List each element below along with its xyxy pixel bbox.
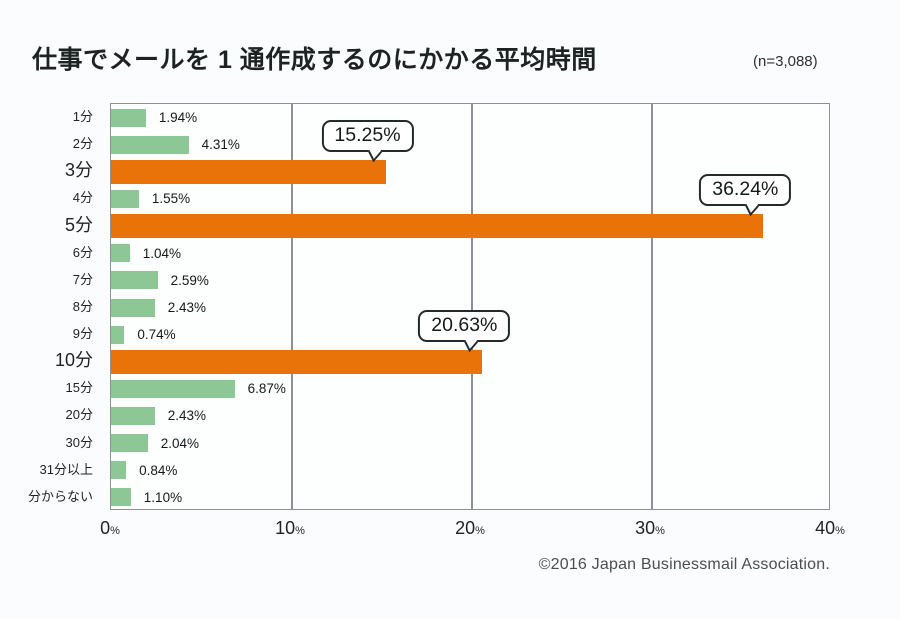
bar <box>111 434 148 453</box>
bar <box>111 108 146 127</box>
bar <box>111 488 131 507</box>
x-tick-number: 30 <box>635 518 656 538</box>
bar-highlighted <box>111 349 483 374</box>
bar <box>111 135 189 154</box>
x-tick-label: 40% <box>815 518 845 539</box>
x-tick-label: 0% <box>100 518 120 539</box>
bar-value-label: 1.55% <box>151 191 191 207</box>
category-label: 5分 <box>64 214 93 235</box>
x-tick-label: 10% <box>275 518 305 539</box>
x-tick-number: 40 <box>815 518 836 538</box>
bar <box>111 325 125 344</box>
bar-value-label: 2.43% <box>167 299 207 315</box>
x-tick-suffix: % <box>835 525 845 537</box>
bar <box>111 461 127 480</box>
category-label: 10分 <box>54 350 93 371</box>
x-tick-number: 0 <box>100 518 111 538</box>
x-tick-label: 20% <box>455 518 485 539</box>
category-label: 6分 <box>72 244 93 260</box>
gridline-10 <box>291 104 293 509</box>
plot-area: 1.94% 4.31% 15.25% 1.55% 36.24% 1.04% 2.59% 2.4… <box>110 103 830 510</box>
category-label: 4分 <box>72 190 93 206</box>
bar <box>111 189 139 208</box>
bar <box>111 407 155 426</box>
category-label: 分からない <box>27 488 93 504</box>
callout-value: 15.25% <box>334 123 401 146</box>
bar-highlighted <box>111 159 386 184</box>
category-label: 1分 <box>72 109 93 124</box>
x-tick-number: 10 <box>275 518 296 538</box>
bar-value-label: 2.43% <box>167 408 207 424</box>
bar-value-label: 1.10% <box>143 489 183 505</box>
callout-bubble: 36.24% <box>699 174 792 217</box>
callout-bubble: 20.63% <box>418 309 511 352</box>
bar-value-label: 2.59% <box>170 272 209 288</box>
callout-value: 36.24% <box>712 178 779 201</box>
category-labels: 1分 2分 3分 4分 5分 6分 7分 8分 9分 10分 15分 20分 30分 31分以上分からない <box>0 103 102 510</box>
x-tick-number: 20 <box>455 518 476 538</box>
bar-value-label: 1.94% <box>158 110 198 125</box>
bar <box>111 298 155 317</box>
category-label: 15分 <box>65 380 93 396</box>
bar <box>111 379 235 398</box>
category-label: 7分 <box>72 271 93 287</box>
bar-value-label: 0.74% <box>137 327 176 343</box>
sample-size-label: (n=3,088) <box>753 53 818 70</box>
category-label: 9分 <box>72 326 93 342</box>
x-tick-label: 30% <box>635 518 665 539</box>
category-label: 3分 <box>64 160 93 181</box>
chart-title: 仕事でメールを 1 通作成するのにかかる平均時間 <box>32 46 597 74</box>
callout-value: 20.63% <box>431 313 498 336</box>
category-label: 8分 <box>72 298 93 314</box>
bar <box>111 271 158 290</box>
callout-bubble: 15.25% <box>321 119 414 163</box>
category-label: 20分 <box>65 407 93 423</box>
bar-highlighted <box>111 214 764 239</box>
gridline-20 <box>471 104 473 509</box>
bar <box>111 244 130 263</box>
gridline-30 <box>651 104 653 509</box>
bar-value-label: 4.31% <box>201 137 240 153</box>
category-label: 30分 <box>65 434 93 450</box>
bar-value-label: 6.87% <box>247 381 286 397</box>
x-tick-suffix: % <box>110 525 120 537</box>
category-label: 2分 <box>72 136 93 152</box>
bar-value-label: 2.04% <box>160 435 199 451</box>
x-tick-suffix: % <box>475 525 485 537</box>
bar-value-label: 0.84% <box>139 462 178 478</box>
x-tick-suffix: % <box>295 525 305 537</box>
copyright-text: ©2016 Japan Businessmail Association. <box>538 556 830 573</box>
bar-value-label: 1.04% <box>142 245 181 261</box>
x-axis: 0% 10% 20% 30% 40% <box>100 518 845 548</box>
x-tick-suffix: % <box>655 525 665 537</box>
category-label: 31分以上 <box>39 461 93 477</box>
